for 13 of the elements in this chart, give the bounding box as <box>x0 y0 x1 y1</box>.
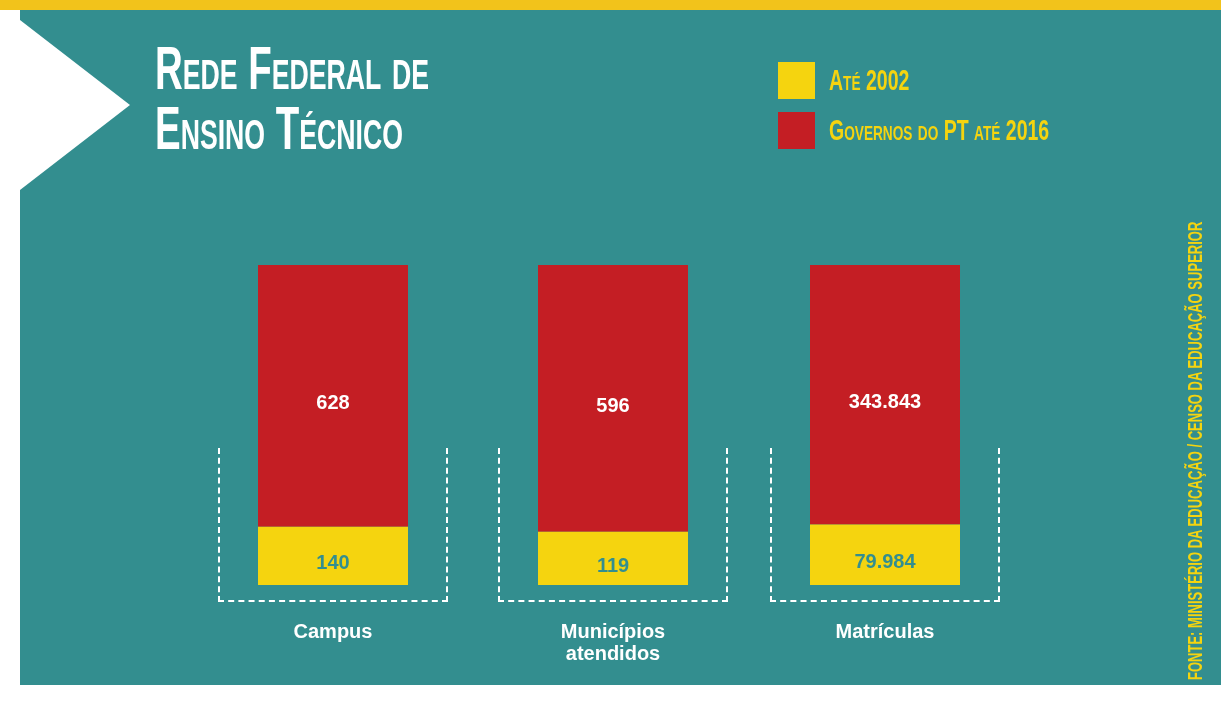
legend-label: Governos do PT até 2016 <box>829 113 1050 147</box>
category-label: Campus <box>293 619 373 642</box>
source-note: FONTE: MINISTÉRIO DA EDUCAÇÃO / CENSO DA EDUCAÇÃO SUPERIOR <box>1183 221 1207 680</box>
data-label: 596 <box>596 393 630 416</box>
data-label: 628 <box>316 391 350 414</box>
category-label: Municípios atendidos <box>560 619 666 664</box>
data-label: 119 <box>596 553 630 576</box>
category-label: Matrículas <box>835 619 935 642</box>
chart-title: Rede Federal de Ensino Técnico <box>155 33 431 162</box>
data-label: 79.984 <box>854 550 917 573</box>
data-label: 343.843 <box>848 390 922 413</box>
legend-label: Até 2002 <box>829 63 910 97</box>
data-label: 140 <box>316 551 350 574</box>
